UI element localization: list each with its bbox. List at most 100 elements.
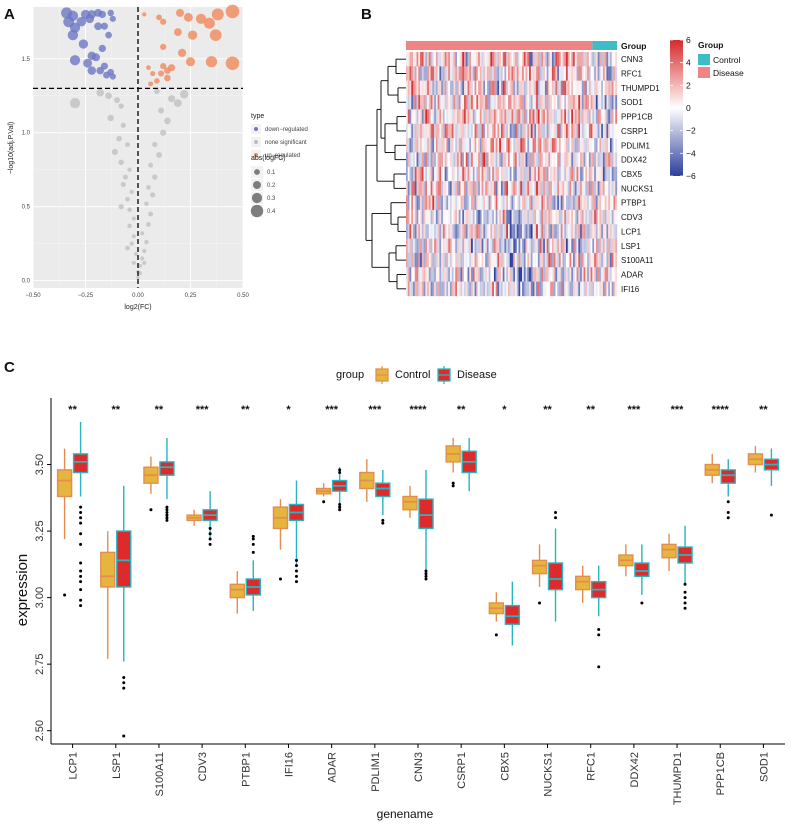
heatmap-cell <box>522 166 524 182</box>
heatmap-cell <box>432 109 435 124</box>
heatmap-cell <box>544 138 547 153</box>
volcano-point-none <box>174 99 182 108</box>
heatmap-cell <box>486 252 489 268</box>
heatmap-cell <box>485 209 488 225</box>
heatmap-cell <box>557 152 560 167</box>
heatmap-cell <box>469 109 472 124</box>
heatmap-cell <box>421 195 424 211</box>
box-outlier <box>322 500 326 504</box>
heatmap-cell <box>606 281 609 297</box>
heatmap-cell <box>597 123 600 139</box>
heatmap-cell <box>428 181 431 196</box>
box-outlier <box>208 537 212 541</box>
heatmap-cell <box>411 152 414 167</box>
heatmap-row-label: LCP1 <box>621 227 642 236</box>
heatmap-cell <box>525 238 528 254</box>
box-outlier <box>208 532 212 536</box>
heatmap-cell <box>516 95 519 110</box>
heatmap-cell <box>539 209 542 225</box>
heatmap-cell <box>455 95 458 110</box>
heatmap-cell <box>456 209 459 225</box>
heatmap-cell <box>449 152 452 167</box>
heatmap-cell <box>442 80 445 96</box>
heatmap-cell <box>594 181 597 196</box>
heatmap-cell <box>428 109 431 124</box>
heatmap-cell <box>425 80 428 96</box>
heatmap-cell <box>523 195 526 211</box>
heatmap-cell <box>604 267 607 282</box>
heatmap-cell <box>592 181 595 196</box>
heatmap-cell <box>448 267 451 282</box>
heatmap-cell <box>451 66 454 81</box>
significance-label: *** <box>627 404 641 416</box>
heatmap-cell <box>432 267 435 282</box>
heatmap-cell <box>493 209 496 225</box>
heatmap-cell <box>434 195 437 211</box>
heatmap-cell <box>581 138 584 153</box>
heatmap-cell <box>613 52 616 67</box>
heatmap-cell <box>437 152 440 167</box>
heatmap-cell <box>441 252 444 268</box>
heatmap-cell <box>548 267 551 282</box>
heatmap-cell <box>478 195 480 211</box>
significance-label: ** <box>457 404 466 416</box>
heatmap-cell <box>486 66 489 81</box>
heatmap-cell <box>464 209 466 225</box>
heatmap-cell <box>495 95 498 110</box>
heatmap-cell <box>573 95 575 110</box>
heatmap-cell <box>578 281 581 297</box>
heatmap-cell <box>504 209 507 225</box>
heatmap-cell <box>413 138 415 153</box>
volcano-x-tick-label: 0.00 <box>132 293 144 299</box>
heatmap-cell <box>418 109 421 124</box>
heatmap-cell <box>611 267 614 282</box>
heatmap-cell <box>580 209 582 225</box>
heatmap-cell <box>590 195 593 211</box>
heatmap-cell <box>537 66 540 81</box>
heatmap-cell <box>609 138 612 153</box>
heatmap-cell <box>413 152 415 167</box>
heatmap-cell <box>453 109 456 124</box>
heatmap-cell <box>444 109 447 124</box>
heatmap-cell <box>446 209 449 225</box>
heatmap-cell <box>525 95 528 110</box>
heatmap-cell <box>407 152 410 167</box>
heatmap-cell <box>451 95 454 110</box>
heatmap-cell <box>567 195 570 211</box>
heatmap-cell <box>492 195 495 211</box>
heatmap-cell <box>409 224 412 239</box>
heatmap-cell <box>469 166 472 182</box>
heatmap-cell <box>560 195 563 211</box>
heatmap-cell <box>566 109 568 124</box>
heatmap-cell <box>427 267 430 282</box>
heatmap-cell <box>460 224 463 239</box>
heatmap-cell <box>428 66 431 81</box>
heatmap-cell <box>471 281 473 297</box>
heatmap-cell <box>520 166 523 182</box>
heatmap-cell <box>587 166 590 182</box>
heatmap-cell <box>532 123 535 139</box>
heatmap-cell <box>530 195 533 211</box>
heatmap-cell <box>446 152 449 167</box>
heatmap-cell <box>564 66 567 81</box>
heatmap-cell <box>456 224 459 239</box>
heatmap-cell <box>599 109 602 124</box>
heatmap-cell <box>507 109 510 124</box>
heatmap-cell <box>435 238 438 254</box>
heatmap-cell <box>502 123 505 139</box>
heatmap-cell <box>588 152 591 167</box>
heatmap-cell <box>416 66 419 81</box>
heatmap-cell <box>615 80 618 96</box>
heatmap-cell <box>532 66 535 81</box>
heatmap-cell <box>421 238 424 254</box>
heatmap-cell <box>509 238 512 254</box>
heatmap-cell <box>601 109 604 124</box>
volcano-legend-size-swatch <box>251 192 263 204</box>
heatmap-cell <box>465 80 468 96</box>
heatmap-cell <box>573 181 575 196</box>
heatmap-cell <box>515 95 517 110</box>
heatmap-cell <box>432 123 435 139</box>
heatmap-cell <box>537 95 540 110</box>
heatmap-row-label: CSRP1 <box>621 127 648 136</box>
